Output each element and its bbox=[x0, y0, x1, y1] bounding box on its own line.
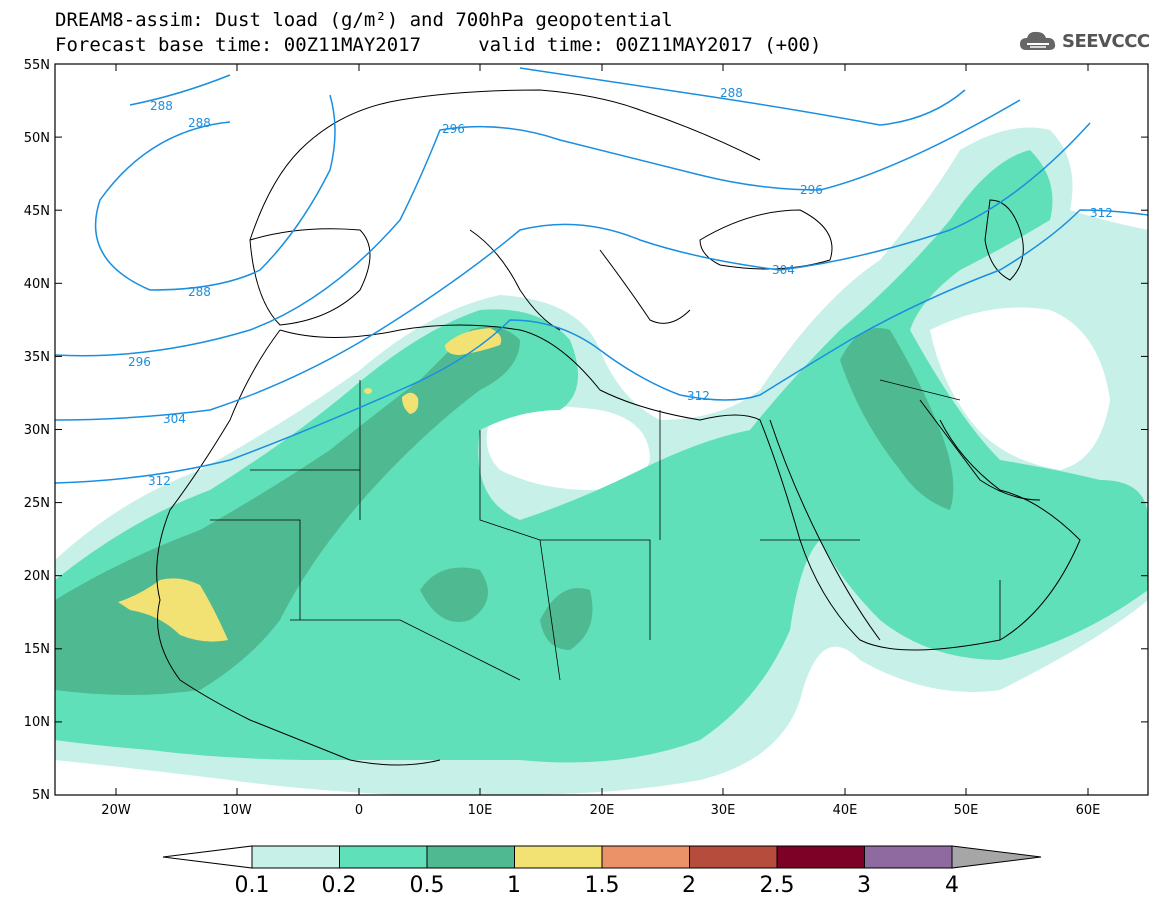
lon-label: 60E bbox=[1076, 803, 1101, 818]
colorbar-swatch bbox=[339, 845, 428, 869]
axis-ticks bbox=[55, 63, 1148, 796]
coastline-blacksea bbox=[699, 209, 833, 270]
map-title-line-2: Forecast base time: 00Z11MAY2017 valid t… bbox=[55, 34, 822, 56]
colorbar-swatch bbox=[601, 845, 690, 869]
isoline-288-b bbox=[94, 94, 336, 291]
dust-region-1-b bbox=[445, 328, 502, 355]
isoline-312 bbox=[55, 209, 1148, 484]
colorbar-tick-label: 4 bbox=[945, 873, 959, 898]
lat-label: 25N bbox=[24, 496, 50, 511]
colorbar-swatch bbox=[689, 845, 778, 869]
colorbar: 0.1 0.2 0.5 1 1.5 2 2.5 3 4 bbox=[162, 845, 1042, 898]
coastline-nafrica bbox=[279, 324, 1081, 651]
colorbar-low-arrow bbox=[162, 845, 253, 869]
lat-label: 15N bbox=[24, 642, 50, 657]
colorbar-swatches bbox=[251, 845, 953, 869]
dust-region-0.2 bbox=[55, 150, 1148, 763]
colorbar-swatch bbox=[426, 845, 515, 869]
latitude-labels: 55N 50N 45N 40N 35N 30N 25N 20N 15N 10N … bbox=[24, 58, 50, 803]
border-lines bbox=[210, 379, 1001, 681]
coastline-italy bbox=[469, 229, 561, 331]
isoline-296-a bbox=[55, 99, 1021, 357]
coastline-iberia bbox=[249, 228, 371, 326]
lat-label: 20N bbox=[24, 569, 50, 584]
colorbar-tick-label: 2 bbox=[682, 873, 696, 898]
lat-label: 50N bbox=[24, 131, 50, 146]
coastline-gulf bbox=[919, 399, 1041, 501]
isoline-288-c bbox=[519, 67, 966, 126]
cloud-logo-icon bbox=[1020, 31, 1056, 50]
isoline-label: 304 bbox=[163, 412, 186, 426]
geopotential-isolines bbox=[55, 67, 1148, 484]
colorbar-tick-label: 3 bbox=[857, 873, 871, 898]
longitude-labels: 20W 10W 0 10E 20E 30E 40E 50E 60E bbox=[101, 803, 1100, 818]
logo-text: SEEVCCC bbox=[1062, 31, 1150, 52]
lon-label: 50E bbox=[954, 803, 979, 818]
lat-label: 35N bbox=[24, 350, 50, 365]
lon-label: 10E bbox=[468, 803, 493, 818]
map-title-line-1: DREAM8-assim: Dust load (g/m²) and 700hP… bbox=[55, 9, 673, 31]
colorbar-tick-label: 1.5 bbox=[585, 873, 620, 898]
colorbar-swatch bbox=[251, 845, 340, 869]
lon-label: 10W bbox=[222, 803, 252, 818]
colorbar-tick-label: 0.1 bbox=[235, 873, 270, 898]
isoline-label: 296 bbox=[442, 122, 465, 136]
lat-label: 30N bbox=[24, 423, 50, 438]
dust-region-1-c bbox=[402, 392, 419, 414]
lon-label: 40E bbox=[833, 803, 858, 818]
lon-label: 20W bbox=[101, 803, 131, 818]
coastline-west-africa bbox=[156, 329, 441, 766]
colorbar-tick-label: 0.5 bbox=[410, 873, 445, 898]
dust-region-1 bbox=[118, 578, 228, 642]
isoline-label: 288 bbox=[720, 86, 743, 100]
colorbar-high-arrow bbox=[951, 845, 1042, 869]
lon-label: 20E bbox=[590, 803, 615, 818]
isoline-labels: 288 288 288 288 296 296 304 304 312 312 … bbox=[128, 86, 1113, 488]
isoline-label: 296 bbox=[800, 183, 823, 197]
coastlines bbox=[156, 89, 1081, 766]
dust-region-1-d bbox=[364, 388, 372, 394]
clear-region-sahara bbox=[486, 406, 650, 490]
dust-region-0.5-c bbox=[420, 567, 488, 622]
lat-label: 40N bbox=[24, 277, 50, 292]
isoline-label: 312 bbox=[1090, 206, 1113, 220]
isoline-label: 288 bbox=[188, 116, 211, 130]
colorbar-swatch bbox=[776, 845, 865, 869]
isoline-label: 312 bbox=[687, 389, 710, 403]
coastline-greece bbox=[599, 249, 691, 324]
colorbar-tick-label: 2.5 bbox=[760, 873, 795, 898]
colorbar-swatch bbox=[864, 845, 953, 869]
clear-region-arabia bbox=[930, 307, 1110, 470]
seevccc-logo: SEEVCCC bbox=[1018, 28, 1150, 56]
dust-fields bbox=[55, 127, 1148, 795]
colorbar-tick-label: 0.2 bbox=[322, 873, 357, 898]
lat-label: 10N bbox=[24, 715, 50, 730]
isoline-label: 312 bbox=[148, 474, 171, 488]
isoline-label: 304 bbox=[772, 263, 795, 277]
lat-label: 55N bbox=[24, 58, 50, 73]
lon-label: 30E bbox=[711, 803, 736, 818]
isoline-label: 288 bbox=[188, 285, 211, 299]
lon-label: 0 bbox=[355, 803, 363, 818]
isoline-label: 296 bbox=[128, 355, 151, 369]
isoline-label: 288 bbox=[150, 99, 173, 113]
coastline-caspian bbox=[984, 199, 1024, 281]
isoline-288-a bbox=[129, 74, 231, 106]
coastline-europe bbox=[249, 89, 761, 241]
colorbar-tick-label: 1 bbox=[507, 873, 521, 898]
isoline-304 bbox=[55, 122, 1091, 421]
dust-region-0.5-b bbox=[840, 328, 954, 510]
colorbar-swatch bbox=[514, 845, 603, 869]
colorbar-tick-labels: 0.1 0.2 0.5 1 1.5 2 2.5 3 4 bbox=[235, 873, 960, 898]
lat-label: 45N bbox=[24, 204, 50, 219]
lat-label: 5N bbox=[32, 788, 50, 803]
